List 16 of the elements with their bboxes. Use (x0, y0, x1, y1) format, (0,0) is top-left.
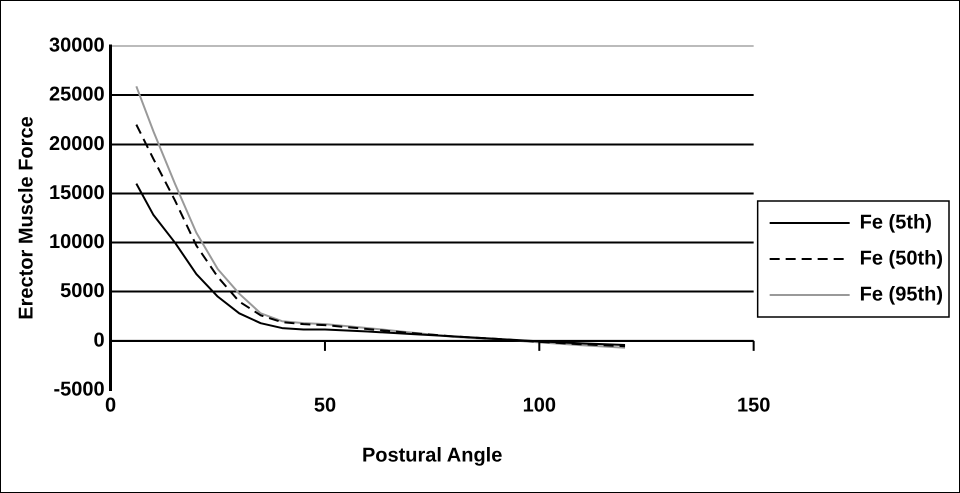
x-tick-label: 100 (522, 394, 556, 417)
y-tick-label: 20000 (48, 132, 105, 155)
x-tick-label: 50 (314, 394, 336, 417)
legend-label: Fe (50th) (860, 248, 944, 270)
y-tick-label: -5000 (53, 378, 105, 401)
y-tick-label: 30000 (48, 34, 105, 57)
y-tick-label: 5000 (60, 280, 105, 302)
y-tick-label: 25000 (48, 84, 105, 106)
legend-label: Fe (5th) (860, 212, 932, 234)
x-tick-label: 150 (736, 394, 770, 417)
y-axis-title: Erector Muscle Force (16, 116, 38, 320)
legend-label: Fe (95th) (860, 284, 944, 306)
y-tick-label: 15000 (48, 182, 105, 204)
x-axis-title: Postural Angle (362, 444, 502, 467)
y-tick-label: 10000 (48, 231, 105, 254)
y-tick-label: 0 (93, 329, 105, 352)
